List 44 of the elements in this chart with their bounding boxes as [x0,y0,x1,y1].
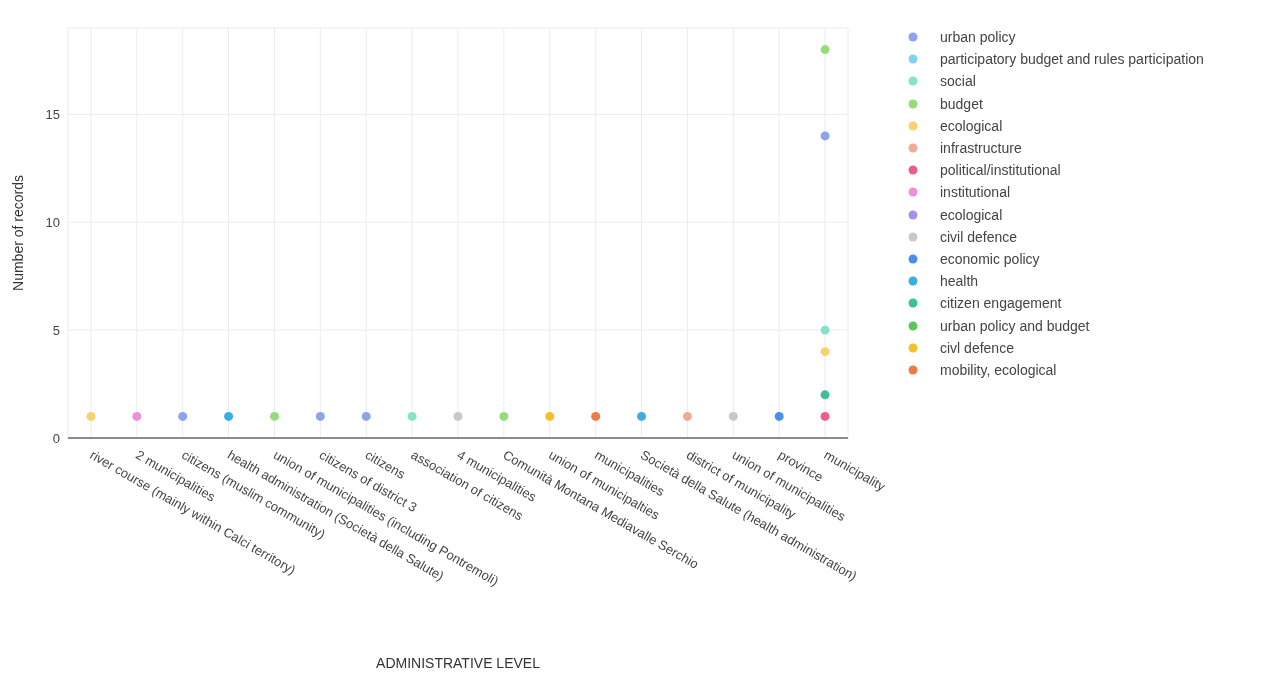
y-tick-label: 15 [45,106,60,122]
legend-label: institutional [940,184,1011,201]
y-tick-label: 5 [52,322,60,338]
legend-label: urban policy [940,29,1016,46]
legend-label: political/institutional [940,162,1061,179]
point [637,411,647,421]
legend-label: citizen engagement [940,295,1062,312]
point [178,411,188,421]
point [269,411,279,421]
point [361,411,371,421]
y-tick-label: 0 [52,430,60,446]
legend-label: budget [940,95,983,112]
y-axis-title: Number of records [9,175,26,291]
y-tick-label: 10 [45,214,60,230]
point [86,411,96,421]
x-axis-title: ADMINISTRATIVE LEVEL [376,655,541,671]
point [545,411,555,421]
legend-label: participatory budget and rules participation [940,51,1204,68]
point [499,411,509,421]
legend-label: urban policy and budget [940,317,1090,334]
point [682,411,692,421]
point [315,411,325,421]
legend-label: social [940,73,976,90]
point [132,411,142,421]
legend-label: infrastructure [940,140,1022,157]
point [820,325,830,335]
legend-label: mobility, ecological [940,361,1057,378]
point [591,411,601,421]
point [820,131,830,141]
point [820,45,830,55]
legend-label: economic policy [940,250,1040,267]
point [820,347,830,357]
point [820,390,830,400]
point [820,411,830,421]
legend-label: ecological [940,206,1003,223]
point [407,411,417,421]
point [453,411,463,421]
point [728,411,738,421]
legend-label: civil defence [940,228,1018,245]
legend-label: ecological [940,117,1003,134]
point [224,411,234,421]
legend-label: civl defence [940,339,1014,356]
point [774,411,784,421]
legend-label: health [940,273,979,290]
